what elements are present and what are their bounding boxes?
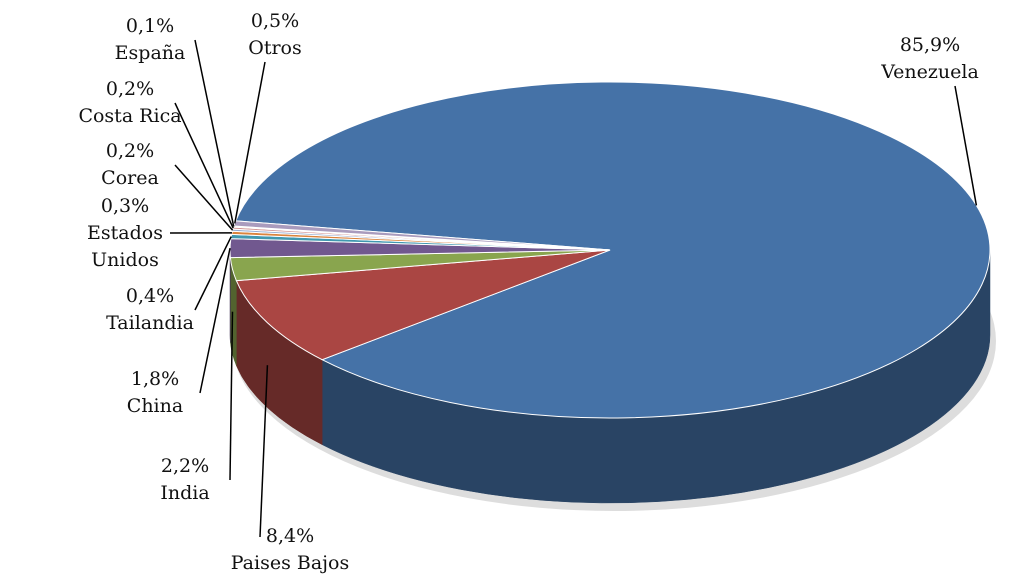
data-label: 8,4% Paises Bajos [230, 523, 350, 577]
data-label: 2,2% India [125, 453, 245, 507]
label-value: 0,3% [100, 195, 150, 217]
leader-line [259, 365, 269, 538]
label-value: 0,5% [250, 10, 300, 32]
label-name: Tailandia [106, 312, 194, 334]
label-value: 0,4% [125, 285, 175, 307]
label-name: Venezuela [881, 61, 979, 83]
label-name: Costa Rica [78, 105, 182, 127]
label-value: 8,4% [265, 525, 315, 547]
data-label: 0,2% Corea [70, 138, 190, 192]
label-name: Corea [101, 167, 159, 189]
data-label: 0,1% España [90, 13, 210, 67]
data-label: 0,2% Costa Rica [70, 76, 190, 130]
data-label: 1,8% China [95, 366, 215, 420]
slice [235, 249, 611, 361]
leader-line [954, 85, 978, 206]
data-label: 0,5% Otros [215, 8, 335, 62]
leader-line [234, 61, 266, 224]
leader-line [199, 247, 231, 394]
label-value: 0,1% [125, 15, 175, 37]
data-label: 0,3% Estados Unidos [65, 193, 185, 274]
label-name: Estados Unidos [87, 222, 163, 271]
leader-line [229, 311, 234, 481]
label-name: China [126, 395, 184, 417]
leader-line [194, 236, 232, 311]
data-label: 85,9% Venezuela [870, 32, 990, 86]
leader-line [174, 102, 234, 229]
label-name: Otros [248, 37, 302, 59]
label-value: 0,2% [105, 78, 155, 100]
label-value: 85,9% [899, 34, 961, 56]
leader-line [174, 164, 234, 231]
label-value: 2,2% [160, 455, 210, 477]
label-value: 0,2% [105, 140, 155, 162]
label-value: 1,8% [130, 368, 180, 390]
label-name: India [160, 482, 210, 504]
label-name: Paises Bajos [230, 552, 350, 574]
data-label: 0,4% Tailandia [90, 283, 210, 337]
label-name: España [114, 42, 186, 64]
leader-line [194, 39, 235, 227]
